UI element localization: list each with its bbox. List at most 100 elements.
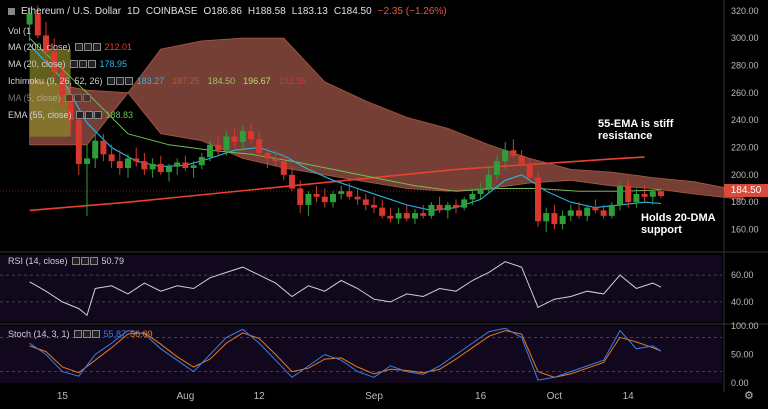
legend-ema55[interactable]: EMA (55, close) 188.83 — [8, 110, 133, 120]
candle-71 — [608, 204, 615, 216]
candle-43 — [379, 207, 386, 216]
legend-ma5-controls[interactable] — [64, 94, 91, 102]
interval[interactable]: 1D — [127, 6, 140, 17]
candle-36 — [321, 196, 328, 203]
stoch-d-line — [29, 330, 662, 378]
last-price-tag: 184.50 — [724, 184, 768, 197]
candle-58 — [502, 150, 509, 162]
legend-vol[interactable]: Vol (1 — [8, 26, 31, 36]
legend-ema55-controls[interactable] — [75, 111, 102, 119]
price-tick-6: 200.00 — [731, 170, 759, 180]
stoch-d-value: 56.09 — [130, 329, 153, 339]
candle-17 — [166, 166, 172, 173]
legend-ichimoku[interactable]: Ichimoku (9, 26, 52, 26) 183.27 187.25 184… — [8, 76, 314, 86]
symbol-name[interactable]: Ethereum / U.S. Dollar — [21, 6, 122, 17]
candle-15 — [149, 163, 156, 170]
candle-3 — [51, 51, 58, 73]
ohlc-low: L183.13 — [291, 6, 328, 17]
price-tick-8: 160.00 — [731, 225, 759, 235]
ichimoku-cloud-green — [29, 49, 71, 137]
x-tick-3: Sep — [365, 391, 383, 402]
candle-22 — [207, 144, 213, 158]
candle-62 — [535, 177, 541, 222]
ichimoku-value-4: 196.67 — [243, 76, 271, 86]
candle-70 — [600, 210, 607, 216]
settings-gear-icon[interactable]: ⚙ — [744, 390, 754, 402]
legend-ma200[interactable]: MA (200, close) 212.01 — [8, 42, 132, 52]
candle-64 — [551, 213, 558, 225]
stoch-k-line — [29, 327, 662, 381]
stoch-controls[interactable] — [73, 330, 100, 338]
price-tick-2: 280.00 — [731, 61, 759, 71]
candle-73 — [625, 185, 632, 203]
legend-ma200-value: 212.01 — [104, 42, 133, 52]
candle-59 — [510, 150, 517, 156]
legend-ma200-label: MA (200, close) — [8, 42, 71, 52]
candle-57 — [494, 161, 500, 175]
legend-ma5[interactable]: MA (5, close) — [8, 93, 91, 103]
legend-ma20[interactable]: MA (20, close) 178.95 — [8, 59, 127, 69]
candle-2 — [43, 35, 49, 52]
candle-41 — [362, 199, 369, 205]
ema55-line — [29, 37, 662, 192]
stoch-pane-bg — [0, 326, 722, 383]
candle-27 — [248, 131, 254, 140]
ichimoku-value-1: 183.27 — [136, 76, 165, 86]
legend-ma20-controls[interactable] — [69, 60, 96, 68]
candle-69 — [592, 207, 599, 211]
candle-1 — [34, 13, 41, 36]
candle-77 — [658, 191, 664, 197]
candle-29 — [264, 152, 271, 159]
ohlc-change: −2.35 (−1.26%) — [377, 6, 447, 17]
resistance-annotation: 55-EMA is stiff resistance — [598, 118, 673, 142]
candle-8 — [92, 140, 99, 159]
rsi-tick-0: 60.00 — [731, 270, 754, 280]
candle-54 — [469, 193, 476, 200]
ohlc-high: H188.58 — [247, 6, 286, 17]
candle-51 — [444, 204, 451, 211]
rsi-controls[interactable] — [71, 257, 98, 265]
legend-vol-label: Vol (1 — [8, 26, 32, 36]
ohlc-open: O186.86 — [203, 6, 242, 17]
candle-16 — [157, 163, 164, 173]
candle-30 — [272, 158, 279, 162]
chart-header: Ethereum / U.S. Dollar 1D COINBASE O186.… — [8, 6, 447, 17]
legend-ichimoku-values: 183.27 187.25 184.50 196.67 192.35 — [137, 76, 315, 86]
symbol-icon — [8, 8, 15, 15]
candle-46 — [403, 213, 410, 219]
price-tick-5: 220.00 — [731, 143, 759, 153]
x-tick-2: 12 — [254, 391, 266, 402]
legend-ma200-controls[interactable] — [74, 43, 101, 51]
candle-37 — [330, 193, 336, 203]
candle-25 — [231, 136, 238, 143]
resistance-line-2: resistance — [598, 130, 653, 142]
ichimoku-value-3: 184.50 — [207, 76, 236, 86]
candle-7 — [84, 158, 90, 164]
price-tick-3: 260.00 — [731, 88, 759, 98]
stoch-title[interactable]: Stoch (14, 3, 1) 55.87 56.09 — [8, 329, 153, 339]
candle-66 — [567, 210, 574, 216]
price-tick-4: 240.00 — [731, 115, 759, 125]
candle-56 — [485, 174, 492, 189]
ichimoku-cloud — [29, 37, 744, 200]
legend-ema55-label: EMA (55, close) — [8, 110, 72, 120]
stoch-k-value: 55.87 — [103, 329, 127, 339]
rsi-line — [29, 261, 662, 317]
candle-12 — [125, 158, 131, 168]
candle-20 — [190, 165, 197, 168]
rsi-title[interactable]: RSI (14, close) 50.79 — [8, 256, 124, 266]
candle-23 — [215, 144, 222, 151]
candle-33 — [297, 188, 304, 205]
candle-68 — [584, 207, 591, 216]
stoch-tick-1: 50.00 — [731, 350, 754, 360]
legend-ichimoku-controls[interactable] — [106, 77, 133, 85]
legend-ma5-label: MA (5, close) — [8, 93, 61, 103]
candle-72 — [617, 185, 623, 205]
ichimoku-value-2: 187.25 — [172, 76, 200, 86]
candle-65 — [559, 215, 566, 225]
candle-76 — [649, 191, 656, 197]
candle-40 — [354, 196, 361, 200]
stoch-tick-0: 100.00 — [731, 321, 759, 331]
candle-39 — [346, 191, 353, 197]
